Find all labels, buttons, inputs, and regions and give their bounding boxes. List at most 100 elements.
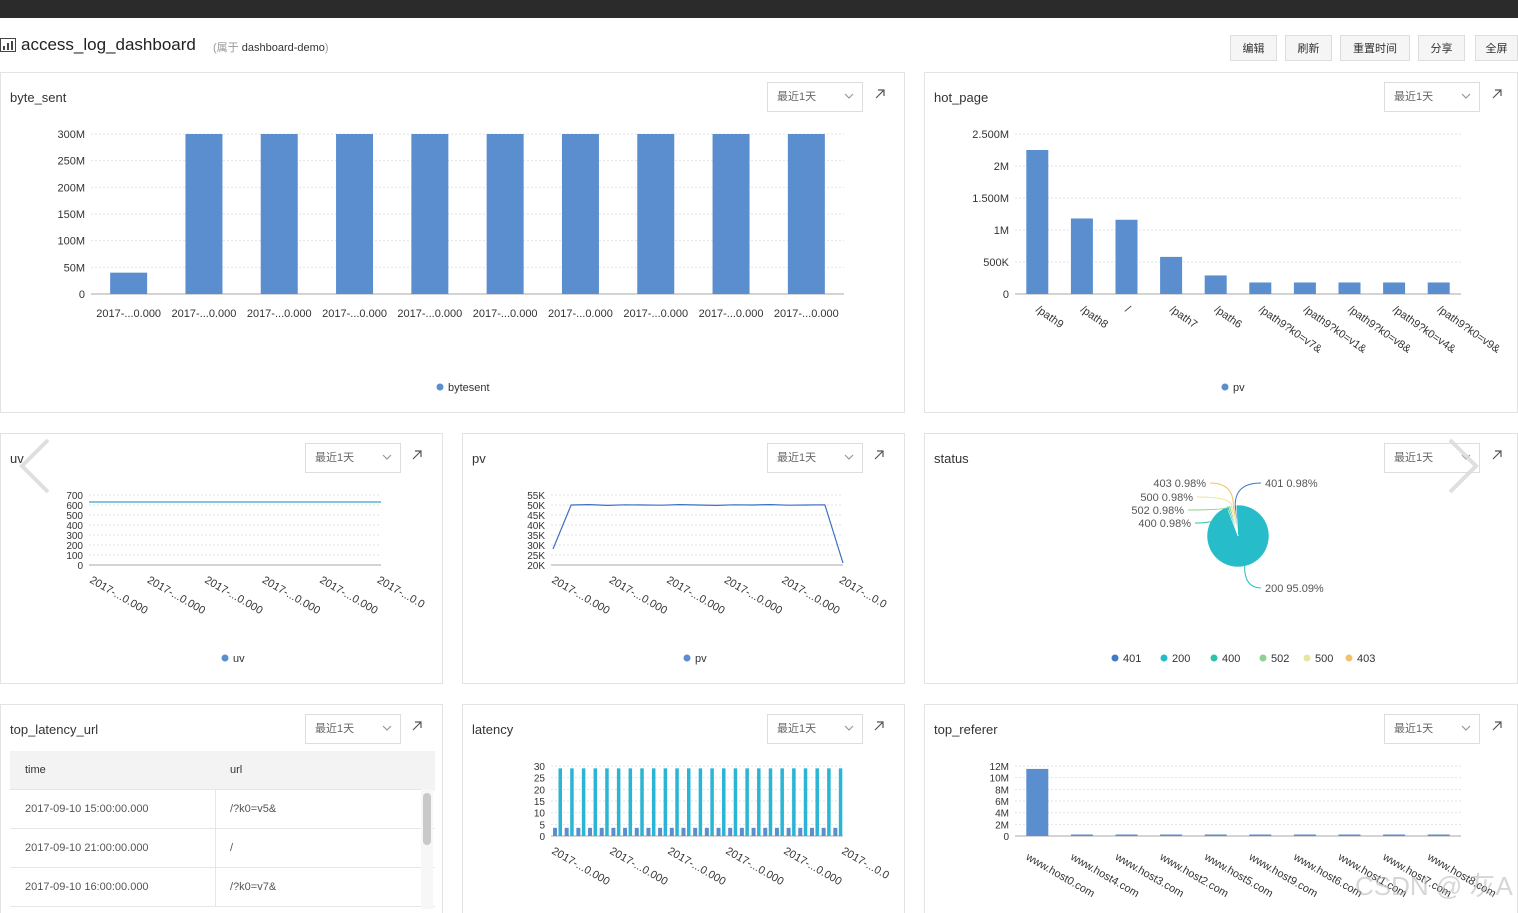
panel-title: top_referer xyxy=(934,722,998,737)
expand-icon[interactable] xyxy=(1490,448,1504,462)
legend-label: bytesent xyxy=(448,382,490,394)
y-tick-label: 5 xyxy=(539,820,545,831)
legend-label: pv xyxy=(1233,382,1245,394)
bar xyxy=(110,272,148,294)
time-range-select[interactable]: 最近1天 xyxy=(767,82,863,112)
y-tick-label: 20K xyxy=(527,561,545,572)
x-tick-label: 2017-...0.0 xyxy=(837,574,889,611)
bar-high xyxy=(745,768,749,836)
table-scrollbar[interactable] xyxy=(423,793,431,845)
panel-hot-page: hot_page 最近1天 0 500K 1M 1.500M 2M 2.500M/path… xyxy=(924,72,1518,413)
time-range-select[interactable]: 最近1天 xyxy=(305,443,401,473)
refresh-button[interactable]: 刷新 xyxy=(1285,35,1332,61)
bar xyxy=(1026,768,1049,836)
x-tick-label: 2017-...0.000 xyxy=(318,574,380,617)
project-breadcrumb: (属于 dashboard-demo) xyxy=(213,42,329,54)
y-tick-label: 0 xyxy=(539,832,545,843)
y-tick-label: 0 xyxy=(1003,832,1009,843)
expand-icon[interactable] xyxy=(410,719,424,733)
y-tick-label: 150M xyxy=(57,209,85,221)
bar xyxy=(1293,834,1316,836)
x-tick-label: /path7 xyxy=(1167,304,1199,331)
bar-low xyxy=(599,827,604,836)
expand-icon[interactable] xyxy=(873,87,887,101)
bar-high xyxy=(593,768,598,836)
expand-icon[interactable] xyxy=(1490,87,1504,101)
time-range-select[interactable]: 最近1天 xyxy=(767,714,863,744)
x-tick-label: 2017-...0.000 xyxy=(550,574,612,617)
bar-low xyxy=(821,827,826,836)
column-header-url[interactable]: url xyxy=(230,764,243,776)
bar-high xyxy=(815,768,819,836)
cell-time: 2017-09-10 16:00:00.000 xyxy=(25,881,149,893)
byte-sent-chart: 0 50M 100M 150M 200M 250M 300M 2017-...0.000 201… xyxy=(57,129,844,394)
fullscreen-button[interactable]: 全屏 xyxy=(1475,35,1518,61)
y-tick-label: 100 xyxy=(66,551,83,562)
bar-high xyxy=(838,768,843,836)
time-range-select[interactable]: 最近1天 xyxy=(305,714,401,744)
legend-label: 200 xyxy=(1172,653,1190,665)
y-tick-label: 12M xyxy=(990,762,1009,773)
legend-label: 400 xyxy=(1222,653,1240,665)
time-range-select[interactable]: 最近1天 xyxy=(1384,82,1480,112)
bar-high xyxy=(628,768,633,836)
expand-icon[interactable] xyxy=(1490,719,1504,733)
x-tick-label: 2017-...0.000 xyxy=(780,574,842,617)
bar xyxy=(185,134,223,294)
pie-label: 403 0.98% xyxy=(1153,478,1206,490)
panel-title: hot_page xyxy=(934,90,989,105)
x-tick-label: /path9 xyxy=(1034,304,1066,331)
column-header-time[interactable]: time xyxy=(25,764,46,776)
bar-low xyxy=(634,827,639,836)
cell-time: 2017-09-10 15:00:00.000 xyxy=(25,803,149,815)
expand-icon[interactable] xyxy=(872,448,886,462)
chevron-down-icon xyxy=(382,454,392,460)
time-range-select[interactable]: 最近1天 xyxy=(1384,443,1480,473)
bar-low xyxy=(564,827,569,836)
table-row[interactable]: 2017-09-10 16:00:00.000 /?k0=v7& xyxy=(10,868,435,907)
x-tick-label: 2017-...0.0 xyxy=(840,845,892,882)
bar-high xyxy=(757,768,761,836)
y-tick-label: 1M xyxy=(994,225,1009,237)
pv-chart: 20K25K30K35K40K45K50K55K2017-...0.000201… xyxy=(527,491,889,665)
dashboard-icon xyxy=(0,38,16,52)
time-range-select[interactable]: 最近1天 xyxy=(1384,714,1480,744)
y-tick-label: 20 xyxy=(534,785,546,796)
bar-low xyxy=(553,827,557,836)
reset-time-button[interactable]: 重置时间 xyxy=(1340,35,1410,61)
bar-low xyxy=(704,827,709,836)
bar-high xyxy=(581,768,586,836)
y-tick-label: 300M xyxy=(57,129,85,141)
project-link[interactable]: dashboard-demo xyxy=(241,42,325,54)
window-top-bar xyxy=(0,0,1518,18)
bar xyxy=(1427,282,1450,294)
pie-label-line xyxy=(1196,496,1232,506)
pie-label: 200 95.09% xyxy=(1265,583,1324,595)
legend-marker xyxy=(1221,383,1229,391)
share-button[interactable]: 分享 xyxy=(1418,35,1465,61)
expand-icon[interactable] xyxy=(410,448,424,462)
pie-label-line xyxy=(1234,482,1262,506)
next-slide-icon[interactable] xyxy=(1444,436,1484,496)
x-tick-label: 2017-...0.000 xyxy=(607,574,669,617)
bar xyxy=(1293,282,1316,294)
y-tick-label: 0 xyxy=(79,289,85,301)
time-range-select[interactable]: 最近1天 xyxy=(767,443,863,473)
cell-url: /?k0=v5& xyxy=(230,803,277,815)
edit-button[interactable]: 编辑 xyxy=(1230,35,1277,61)
y-tick-label: 8M xyxy=(995,785,1009,796)
pie-label-line xyxy=(1187,505,1231,511)
top-referer-chart: 02M4M6M8M10M12Mwww.host0.comwww.host4.co… xyxy=(990,762,1498,900)
table-row[interactable]: 2017-09-10 21:00:00.000 / xyxy=(10,829,435,868)
legend-label: pv xyxy=(695,653,707,665)
y-tick-label: 600 xyxy=(66,501,83,512)
bar-high xyxy=(768,768,773,836)
legend-marker xyxy=(436,383,444,391)
table-row[interactable]: 2017-09-10 15:00:00.000 /?k0=v5& xyxy=(10,790,435,829)
previous-slide-icon[interactable] xyxy=(14,436,54,496)
y-tick-label: 40K xyxy=(527,521,545,532)
y-tick-label: 400 xyxy=(66,521,83,532)
expand-icon[interactable] xyxy=(872,719,886,733)
x-tick-label: / xyxy=(1123,304,1133,316)
panel-uv: uv 最近1天 0 100 200 300 400 500 600 700 2017-...0.… xyxy=(0,433,443,684)
